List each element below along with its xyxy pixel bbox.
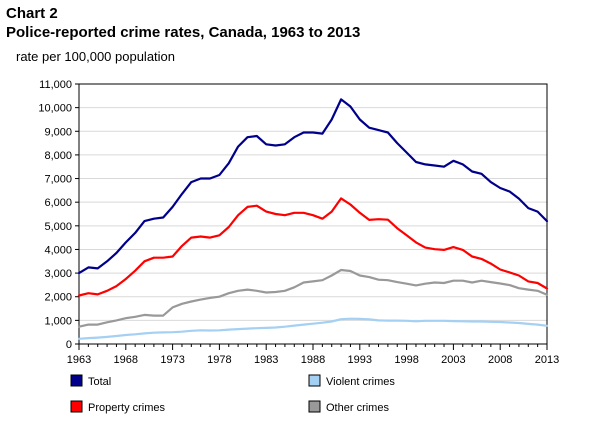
legend: Total Violent crimes Property crimes Other … — [70, 374, 395, 414]
legend-swatch-total — [70, 374, 83, 387]
y-tick-label: 3,000 — [44, 268, 72, 280]
x-tick-label: 1973 — [160, 354, 184, 366]
legend-label-total: Total — [88, 376, 111, 388]
series-lines — [77, 98, 549, 340]
x-tick-label: 1988 — [301, 354, 325, 366]
legend-label-other-crimes: Other crimes — [326, 402, 389, 414]
x-tick-label: 2013 — [535, 354, 559, 366]
x-tick-label: 1983 — [254, 354, 278, 366]
x-tick-label: 1978 — [207, 354, 231, 366]
y-tick-label: 5,000 — [44, 221, 72, 233]
y-tick-label: 7,000 — [44, 174, 72, 186]
y-tick-label: 4,000 — [44, 244, 72, 256]
y-axis-label: rate per 100,000 population — [16, 49, 176, 64]
grid-lines — [79, 107, 547, 321]
legend-label-property-crimes: Property crimes — [88, 402, 166, 414]
chart-number-label: Chart 2 — [6, 5, 58, 22]
x-tick-label: 1993 — [348, 354, 372, 366]
x-axis-ticks: 1963 1968 1973 1978 1983 1988 1993 1998 2003 2008… — [67, 344, 559, 366]
x-tick-label: 1998 — [394, 354, 418, 366]
y-tick-label: 10,000 — [38, 103, 72, 115]
y-tick-label: 2,000 — [44, 292, 72, 304]
legend-swatch-violent-crimes — [308, 374, 321, 387]
series-line-total — [77, 98, 549, 275]
legend-label-violent-crimes: Violent crimes — [326, 376, 395, 388]
legend-swatch-property-crimes — [70, 400, 83, 413]
chart-title: Police-reported crime rates, Canada, 196… — [6, 24, 361, 41]
legend-swatch-other-crimes — [308, 400, 321, 413]
y-tick-label: 8,000 — [44, 150, 72, 162]
x-tick-label: 1963 — [67, 354, 91, 366]
x-tick-label: 2003 — [441, 354, 465, 366]
series-line-other-crimes — [77, 268, 549, 328]
y-tick-label: 1,000 — [44, 315, 72, 327]
x-tick-label: 2008 — [488, 354, 512, 366]
y-tick-label: 9,000 — [44, 126, 72, 138]
series-line-violent-crimes — [77, 317, 549, 340]
y-axis-ticks: 0 1,000 2,000 3,000 4,000 5,000 6,000 7,000 8,00… — [38, 79, 79, 351]
series-line-property-crimes — [77, 197, 549, 297]
plot-frame — [78, 83, 548, 345]
x-tick-label: 1968 — [114, 354, 138, 366]
y-tick-label: 6,000 — [44, 197, 72, 209]
y-tick-label: 11,000 — [39, 79, 72, 91]
y-tick-label: 0 — [66, 339, 72, 351]
